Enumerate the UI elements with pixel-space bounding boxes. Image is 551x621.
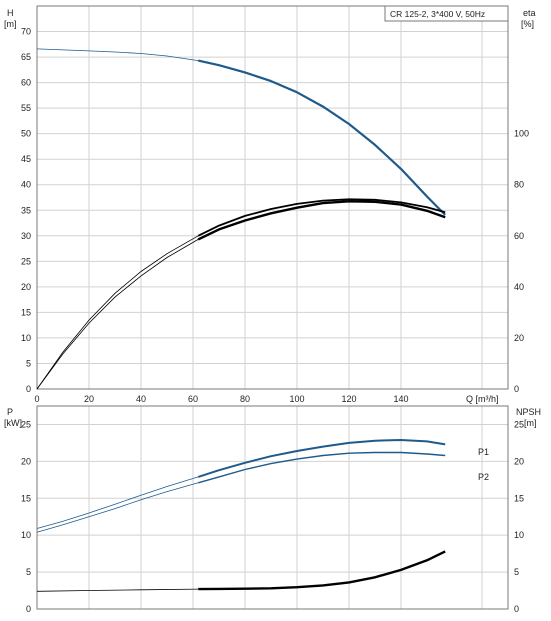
top-left-tick-label: 50 xyxy=(21,129,31,139)
top-left-tick-label: 15 xyxy=(21,307,31,317)
bottom-left-tick-label: 0 xyxy=(26,604,31,614)
bottom-right-tick-label: 15 xyxy=(514,493,524,503)
bottom-right-tick-labels: 0 5 10 15 20 25 xyxy=(514,419,524,614)
x-tick-label: 80 xyxy=(240,394,250,404)
x-tick-label: 100 xyxy=(289,394,304,404)
efficiency-curve-1-thin xyxy=(36,235,199,390)
bottom-left-tick-label: 5 xyxy=(26,567,31,577)
top-left-axis-unit: [m] xyxy=(4,19,17,29)
x-tick-label: 40 xyxy=(136,394,146,404)
bottom-left-axis-unit: [kW] xyxy=(4,418,22,428)
top-left-tick-label: 0 xyxy=(26,384,31,394)
head-curve-thin xyxy=(36,48,199,61)
x-tick-label: 120 xyxy=(341,394,356,404)
npsh-curve-thin xyxy=(36,588,199,592)
top-left-tick-label: 60 xyxy=(21,78,31,88)
power-curve-p2 xyxy=(198,451,446,484)
top-right-tick-label: 100 xyxy=(514,129,529,139)
top-right-axis-unit: [%] xyxy=(521,19,534,29)
bottom-panel: P [kW] NPSH [m] 0 5 10 15 20 25 0 5 10 15 20 25 P1… xyxy=(4,405,541,614)
top-left-tick-label: 70 xyxy=(21,27,31,37)
bottom-gridlines xyxy=(36,406,508,610)
top-right-tick-label: 80 xyxy=(514,180,524,190)
top-right-tick-labels: 0 20 40 60 80 100 xyxy=(514,129,529,394)
npsh-curve xyxy=(198,550,446,591)
top-left-tick-labels: 0 5 10 15 20 25 30 35 40 45 50 55 60 65 70 xyxy=(21,27,31,394)
bottom-left-tick-label: 25 xyxy=(21,419,31,429)
bottom-series-group xyxy=(36,439,446,592)
x-tick-label: 0 xyxy=(34,394,39,404)
head-curve xyxy=(197,59,446,216)
bottom-left-tick-label: 10 xyxy=(21,530,31,540)
top-right-axis-label: eta xyxy=(523,8,536,18)
top-right-tick-label: 0 xyxy=(514,384,519,394)
top-left-axis-label: H xyxy=(7,8,14,18)
top-left-tick-label: 40 xyxy=(21,180,31,190)
top-plot-frame xyxy=(36,5,509,390)
top-gridlines xyxy=(36,5,508,390)
top-right-tick-label: 60 xyxy=(514,231,524,241)
bottom-right-tick-label: 25 xyxy=(514,419,524,429)
bottom-right-tick-label: 10 xyxy=(514,530,524,540)
power-curve-p1-thin xyxy=(36,476,199,529)
top-right-tick-label: 20 xyxy=(514,333,524,343)
x-tick-label: 60 xyxy=(188,394,198,404)
top-right-tick-label: 40 xyxy=(514,282,524,292)
bottom-left-tick-labels: 0 5 10 15 20 25 xyxy=(21,419,31,614)
top-left-tick-label: 25 xyxy=(21,256,31,266)
bottom-left-tick-label: 15 xyxy=(21,493,31,503)
bottom-right-axis-unit: [m] xyxy=(524,418,537,428)
x-tick-label: 140 xyxy=(393,394,408,404)
bottom-plot-frame xyxy=(36,405,509,610)
top-left-tick-label: 5 xyxy=(26,358,31,368)
bottom-left-axis-label: P xyxy=(7,407,13,417)
bottom-right-tick-label: 20 xyxy=(514,456,524,466)
efficiency-curve-2 xyxy=(197,200,446,241)
bottom-right-tick-label: 5 xyxy=(514,567,519,577)
top-panel: H [m] eta [%] CR 125-2, 3*400 V, 50Hz 0 5… xyxy=(4,5,536,404)
chart-title-box: CR 125-2, 3*400 V, 50Hz xyxy=(384,5,509,22)
x-axis-label: Q [m³/h] xyxy=(466,394,499,404)
power-curve-p2-thin xyxy=(36,482,199,533)
top-left-tick-label: 55 xyxy=(21,103,31,113)
top-left-tick-label: 30 xyxy=(21,231,31,241)
bottom-right-axis-label: NPSH xyxy=(516,407,541,417)
series-label-p2: P2 xyxy=(478,472,489,482)
chart-title: CR 125-2, 3*400 V, 50Hz xyxy=(390,9,485,19)
efficiency-curve-2-thin xyxy=(36,239,199,390)
top-left-tick-label: 45 xyxy=(21,154,31,164)
x-tick-labels: 0 20 40 60 80 100 120 140 xyxy=(34,394,408,404)
series-label-p1: P1 xyxy=(478,447,489,457)
top-left-tick-label: 35 xyxy=(21,205,31,215)
power-curve-p1 xyxy=(197,439,446,478)
top-left-tick-label: 10 xyxy=(21,333,31,343)
top-left-tick-label: 65 xyxy=(21,52,31,62)
top-series-group xyxy=(36,48,446,390)
x-tick-label: 20 xyxy=(84,394,94,404)
bottom-right-tick-label: 0 xyxy=(514,604,519,614)
top-left-tick-label: 20 xyxy=(21,282,31,292)
efficiency-curve-1 xyxy=(197,198,446,237)
bottom-left-tick-label: 20 xyxy=(21,456,31,466)
